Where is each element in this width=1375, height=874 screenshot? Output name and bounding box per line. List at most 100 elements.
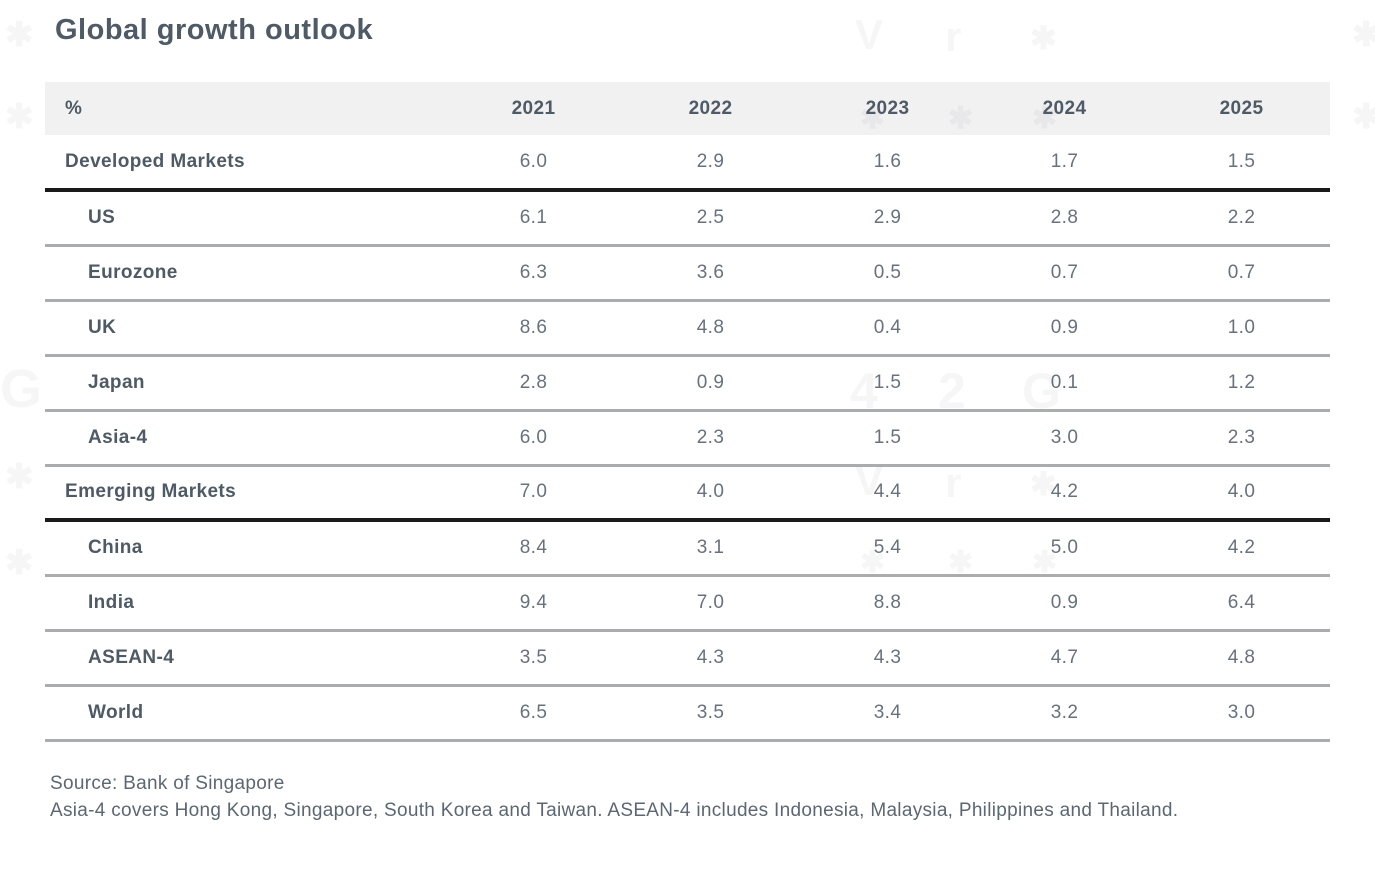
cell-value: 0.7	[1227, 261, 1256, 283]
cell-value: 4.3	[696, 646, 725, 668]
page-title: Global growth outlook	[55, 14, 374, 46]
cell-value: 3.1	[696, 536, 725, 558]
watermark-glyph: ✱	[1352, 98, 1375, 136]
cell-value: 5.0	[1050, 536, 1079, 558]
cell-value: 1.5	[1227, 150, 1256, 172]
row-label: UK	[88, 316, 117, 338]
watermark-glyph: ✱	[1352, 16, 1375, 54]
cell-value: 8.6	[519, 316, 548, 338]
row-label: World	[88, 701, 144, 723]
cell-value: 6.1	[519, 206, 548, 228]
cell-value: 6.0	[519, 426, 548, 448]
cell-value: 1.0	[1227, 316, 1256, 338]
cell-value: 4.8	[1227, 646, 1256, 668]
cell-value: 2.5	[696, 206, 725, 228]
cell-value: 0.9	[1050, 316, 1079, 338]
cell-value: 4.3	[873, 646, 902, 668]
cell-value: 4.8	[696, 316, 725, 338]
table-header-row: % 2021 2022 2023 2024 2025	[45, 82, 1330, 135]
table-row: India 9.4 7.0 8.8 0.9 6.4	[45, 575, 1330, 630]
table-row: Emerging Markets 7.0 4.0 4.4 4.2 4.0	[45, 465, 1330, 520]
growth-outlook-table: % 2021 2022 2023 2024 2025 Developed Markets…	[45, 82, 1330, 742]
source-text: Source: Bank of Singapore	[50, 773, 285, 794]
table-header: % 2021 2022 2023 2024 2025	[45, 82, 1330, 135]
cell-value: 6.3	[519, 261, 548, 283]
table-row: Developed Markets 6.0 2.9 1.6 1.7 1.5	[45, 135, 1330, 190]
cell-value: 2.3	[696, 426, 725, 448]
column-header-year: 2024	[1042, 97, 1087, 119]
cell-value: 1.5	[873, 371, 902, 393]
cell-value: 0.9	[696, 371, 725, 393]
table-row: US 6.1 2.5 2.9 2.8 2.2	[45, 190, 1330, 245]
cell-value: 3.2	[1050, 701, 1079, 723]
column-header-unit: %	[65, 97, 83, 119]
row-label: Emerging Markets	[65, 481, 237, 503]
cell-value: 9.4	[519, 591, 548, 613]
cell-value: 7.0	[519, 481, 548, 503]
watermark-glyph: G	[0, 359, 43, 419]
cell-value: 2.8	[1050, 206, 1079, 228]
cell-value: 3.0	[1050, 426, 1079, 448]
cell-value: 1.5	[873, 426, 902, 448]
cell-value: 3.6	[696, 261, 725, 283]
column-header-year: 2021	[511, 97, 556, 119]
cell-value: 4.2	[1050, 481, 1079, 503]
column-header-year: 2025	[1219, 97, 1264, 119]
cell-value: 5.4	[873, 536, 902, 558]
cell-value: 1.7	[1050, 150, 1079, 172]
cell-value: 0.4	[873, 316, 902, 338]
row-label: Asia-4	[88, 426, 148, 448]
watermark-glyph: ✱	[5, 98, 34, 136]
cell-value: 4.0	[1227, 481, 1256, 503]
cell-value: 4.2	[1227, 536, 1256, 558]
row-label: India	[88, 591, 135, 613]
watermark-glyph: ✱	[5, 458, 34, 496]
cell-value: 0.5	[873, 261, 902, 283]
table-row: World 6.5 3.5 3.4 3.2 3.0	[45, 685, 1330, 740]
row-label: US	[88, 206, 116, 228]
row-label: Developed Markets	[65, 150, 245, 172]
cell-value: 2.9	[873, 206, 902, 228]
cell-value: 4.4	[873, 481, 902, 503]
watermark-glyph: V	[855, 11, 884, 58]
cell-value: 2.3	[1227, 426, 1256, 448]
cell-value: 3.4	[873, 701, 902, 723]
table-row: UK 8.6 4.8 0.4 0.9 1.0	[45, 300, 1330, 355]
watermark-glyph: ✱	[5, 544, 34, 582]
cell-value: 1.6	[873, 150, 902, 172]
table-body: Developed Markets 6.0 2.9 1.6 1.7 1.5 US 6.1 2.5…	[45, 135, 1330, 740]
cell-value: 6.5	[519, 701, 548, 723]
cell-value: 2.2	[1227, 206, 1256, 228]
watermark-glyph: ✱	[5, 16, 34, 54]
cell-value: 3.5	[696, 701, 725, 723]
table-row: Japan 2.8 0.9 1.5 0.1 1.2	[45, 355, 1330, 410]
definition-note-text: Asia-4 covers Hong Kong, Singapore, Sout…	[50, 800, 1179, 821]
cell-value: 1.2	[1227, 371, 1256, 393]
cell-value: 8.4	[519, 536, 548, 558]
column-header-year: 2023	[865, 97, 910, 119]
cell-value: 7.0	[696, 591, 725, 613]
cell-value: 2.8	[519, 371, 548, 393]
watermark-glyph: ✱	[1030, 20, 1057, 56]
cell-value: 4.7	[1050, 646, 1079, 668]
cell-value: 0.7	[1050, 261, 1079, 283]
footnote-block: Source: Bank of Singapore Asia-4 covers …	[50, 770, 1330, 824]
cell-value: 0.9	[1050, 591, 1079, 613]
cell-value: 6.4	[1227, 591, 1256, 613]
cell-value: 4.0	[696, 481, 725, 503]
row-label: Eurozone	[88, 261, 178, 283]
watermark-glyph: r	[945, 13, 962, 60]
column-header-year: 2022	[688, 97, 733, 119]
row-label: China	[88, 536, 143, 558]
cell-value: 3.5	[519, 646, 548, 668]
cell-value: 6.0	[519, 150, 548, 172]
cell-value: 8.8	[873, 591, 902, 613]
row-label: ASEAN-4	[88, 646, 175, 668]
table-row: Asia-4 6.0 2.3 1.5 3.0 2.3	[45, 410, 1330, 465]
cell-value: 2.9	[696, 150, 725, 172]
cell-value: 0.1	[1050, 371, 1079, 393]
cell-value: 3.0	[1227, 701, 1256, 723]
row-label: Japan	[88, 371, 145, 393]
table-row: Eurozone 6.3 3.6 0.5 0.7 0.7	[45, 245, 1330, 300]
table-row: China 8.4 3.1 5.4 5.0 4.2	[45, 520, 1330, 575]
